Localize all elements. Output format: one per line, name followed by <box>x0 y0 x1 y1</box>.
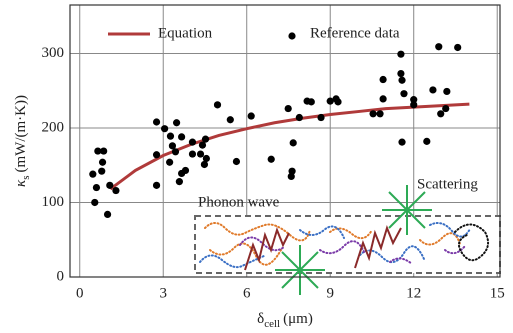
x-tick-label: 12 <box>406 285 421 301</box>
data-point <box>166 158 174 166</box>
data-point <box>188 138 197 146</box>
data-point <box>152 151 161 159</box>
annotation: Phonon wave <box>198 194 280 210</box>
data-point <box>400 90 408 98</box>
data-point <box>100 147 108 155</box>
data-point <box>232 157 241 166</box>
data-point <box>161 125 169 133</box>
data-point <box>152 181 161 189</box>
data-point <box>200 160 209 169</box>
legend-label: Equation <box>158 25 213 41</box>
data-point <box>369 110 377 118</box>
data-point <box>168 142 177 150</box>
data-point <box>410 96 418 104</box>
data-point <box>398 138 406 146</box>
data-point <box>166 132 175 140</box>
data-point <box>437 110 445 118</box>
data-point <box>284 104 292 113</box>
annotation: Scattering <box>417 176 478 192</box>
data-point <box>307 98 315 106</box>
data-point <box>379 75 387 84</box>
data-point <box>178 133 186 141</box>
y-tick-label: 200 <box>42 119 65 135</box>
x-tick-label: 0 <box>76 285 84 301</box>
data-point <box>442 104 450 113</box>
data-point <box>172 119 181 127</box>
plot-frame <box>69 4 501 278</box>
data-point <box>288 167 296 175</box>
data-point <box>423 137 431 145</box>
data-point <box>376 110 384 118</box>
data-point <box>103 210 112 219</box>
data-point <box>171 148 180 156</box>
data-point <box>443 87 451 96</box>
data-point <box>98 167 106 175</box>
data-point <box>226 116 234 124</box>
x-tick-label: 15 <box>490 285 505 301</box>
data-point <box>94 147 102 155</box>
data-point <box>398 76 406 84</box>
data-point <box>326 97 334 105</box>
data-point <box>152 118 161 126</box>
data-point <box>112 186 120 195</box>
data-point <box>106 181 114 189</box>
data-point <box>397 69 405 78</box>
y-tick-label: 0 <box>57 268 65 284</box>
data-point <box>397 50 405 58</box>
data-point <box>198 141 207 149</box>
data-point <box>98 158 107 166</box>
data-point <box>267 155 275 163</box>
data-point <box>213 101 222 109</box>
legend-swatch <box>288 32 296 40</box>
data-point <box>429 86 437 94</box>
data-point <box>317 113 325 122</box>
data-point <box>89 170 97 178</box>
data-point <box>188 150 197 158</box>
data-point <box>454 43 462 52</box>
data-point <box>92 183 101 192</box>
data-point <box>202 154 210 163</box>
data-point <box>247 112 255 120</box>
x-tick-label: 6 <box>243 285 251 301</box>
data-point <box>196 150 205 158</box>
x-axis-label: δcell (μm) <box>257 311 313 329</box>
y-axis-label: κs(mW/(m·K)) <box>13 95 31 187</box>
data-point <box>91 198 99 207</box>
data-point <box>175 178 183 186</box>
data-point <box>201 135 210 143</box>
y-tick-label: 100 <box>42 194 65 210</box>
x-tick-label: 9 <box>326 285 334 301</box>
data-point <box>181 166 190 175</box>
data-point <box>435 43 443 51</box>
equation-line <box>109 102 470 191</box>
x-tick-label: 3 <box>159 285 167 301</box>
data-point <box>289 139 297 147</box>
y-tick-label: 300 <box>42 45 65 61</box>
data-point <box>332 95 340 103</box>
data-point <box>410 101 418 109</box>
legend-label: Reference data <box>310 25 400 41</box>
data-point <box>379 95 387 103</box>
data-point <box>295 113 303 122</box>
